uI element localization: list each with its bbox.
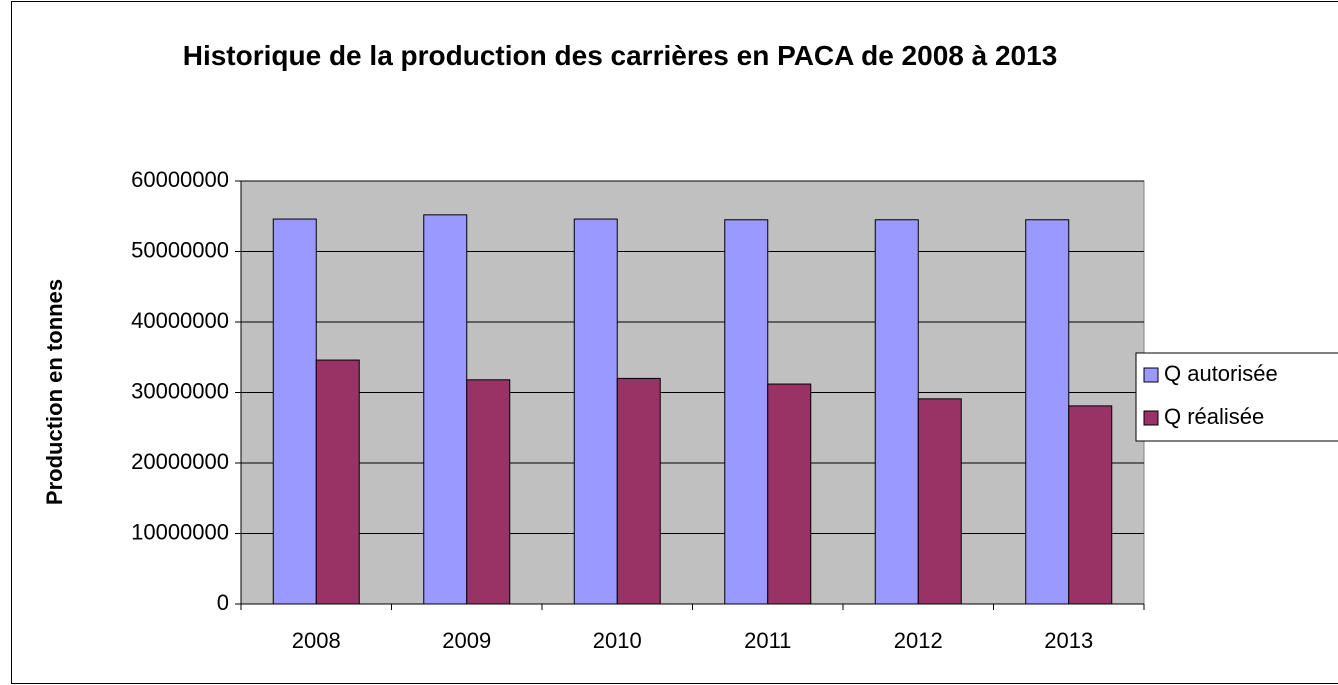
bar <box>272 218 317 605</box>
bar <box>1068 405 1113 605</box>
bar <box>466 379 511 605</box>
legend-swatch <box>1143 410 1159 426</box>
bar <box>573 218 618 605</box>
y-tick-label: 50000000 <box>131 237 229 262</box>
bar <box>874 219 919 605</box>
y-tick-label: 60000000 <box>131 167 229 192</box>
bar <box>315 359 360 605</box>
x-tick-label: 2008 <box>292 628 341 653</box>
bar <box>724 219 769 605</box>
y-tick-label: 10000000 <box>131 519 229 544</box>
y-tick-label: 20000000 <box>131 449 229 474</box>
y-tick-label: 30000000 <box>131 378 229 403</box>
chart-border <box>11 1 1338 684</box>
x-tick-label: 2011 <box>744 628 791 653</box>
x-tick-label: 2013 <box>1044 628 1093 653</box>
bar <box>616 377 661 605</box>
y-tick-label: 40000000 <box>131 308 229 333</box>
x-tick-label: 2010 <box>593 628 642 653</box>
y-axis-label: Production en tonnes <box>42 279 67 505</box>
bar <box>917 398 962 605</box>
legend-swatch <box>1143 367 1159 383</box>
y-tick-label: 0 <box>217 590 229 615</box>
bar <box>767 383 812 605</box>
x-tick-label: 2012 <box>894 628 943 653</box>
legend-box <box>1135 352 1338 442</box>
x-tick-label: 2009 <box>442 628 491 653</box>
legend-label: Q autorisée <box>1164 361 1278 386</box>
legend-label: Q réalisée <box>1164 404 1264 429</box>
bar <box>423 214 468 605</box>
bar <box>1025 219 1070 605</box>
chart-title: Historique de la production des carrière… <box>182 40 1058 71</box>
